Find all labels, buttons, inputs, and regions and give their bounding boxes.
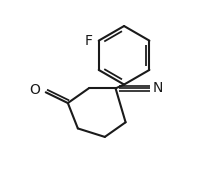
Text: N: N (153, 81, 163, 95)
Text: F: F (85, 34, 93, 48)
Text: O: O (29, 83, 40, 97)
